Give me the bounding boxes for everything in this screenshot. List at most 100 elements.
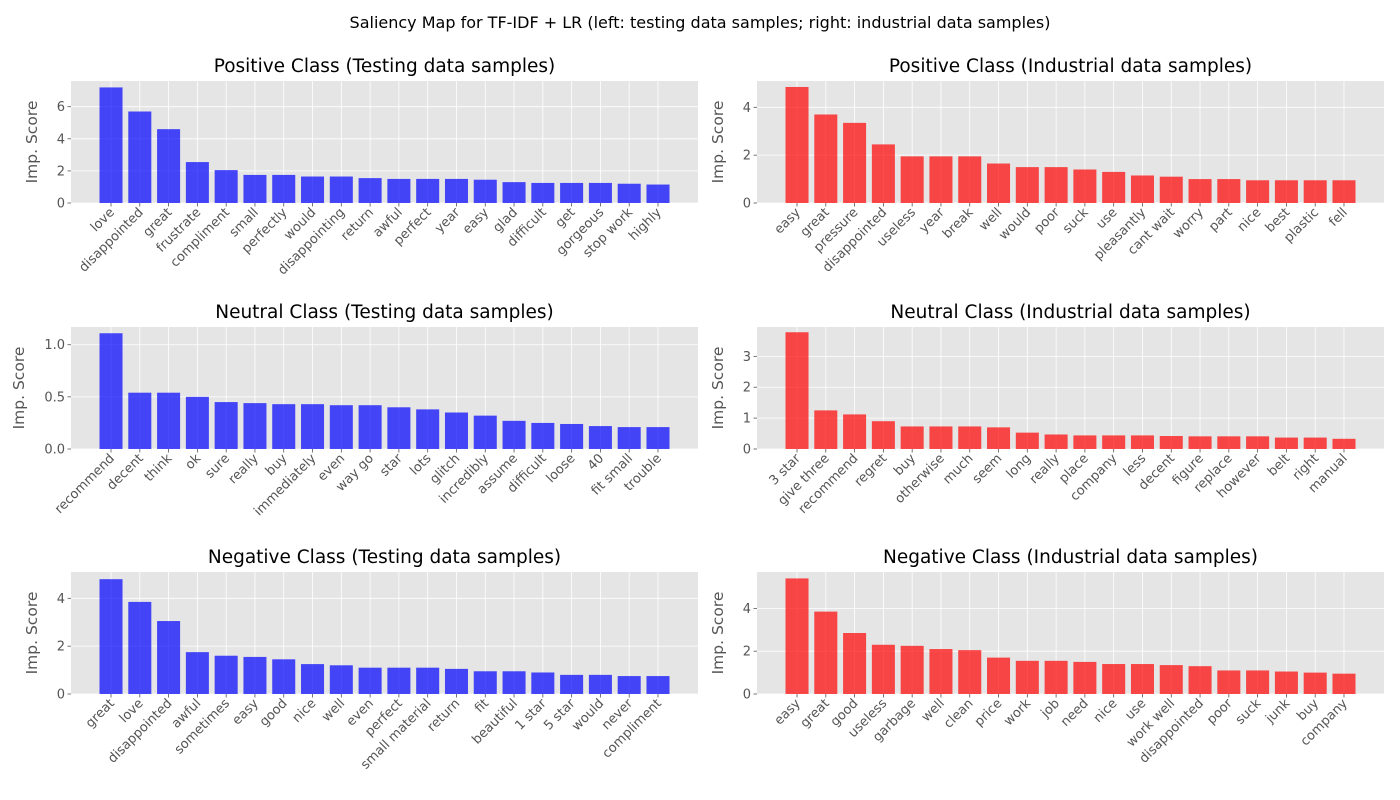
bar-star bbox=[387, 407, 411, 449]
bar-fell bbox=[1332, 180, 1356, 203]
x-tick-label: need bbox=[1058, 696, 1092, 730]
bar-great bbox=[157, 129, 181, 203]
chart-panel-2: 024easygreatpressuredisappointeduselessy… bbox=[709, 56, 1384, 275]
bar-disappointing bbox=[329, 176, 353, 203]
bar-difficult bbox=[531, 422, 555, 449]
x-tick-label: would bbox=[569, 696, 607, 734]
bar-assume bbox=[502, 420, 526, 449]
x-tick-label: ok bbox=[183, 451, 205, 473]
bar-glitch bbox=[444, 412, 468, 449]
bar-great bbox=[814, 114, 838, 203]
bar-plastic bbox=[1303, 180, 1327, 203]
y-tick-label: 1.0 bbox=[44, 338, 65, 353]
y-tick-label: 0 bbox=[743, 197, 751, 212]
x-tick-label: great bbox=[83, 696, 118, 731]
bar-worry bbox=[1188, 179, 1212, 203]
x-tick-label: great bbox=[798, 696, 833, 731]
x-tick-label: worry bbox=[1170, 205, 1207, 242]
y-tick-label: 4 bbox=[57, 132, 65, 147]
bar-great bbox=[99, 579, 123, 694]
bar-junk bbox=[1274, 671, 1298, 694]
x-tick-label: highly bbox=[626, 205, 665, 244]
bar-really bbox=[243, 403, 267, 449]
bar-even bbox=[358, 667, 382, 694]
x-tick-label: easy bbox=[230, 696, 262, 728]
chart-title: Positive Class (Testing data samples) bbox=[214, 56, 556, 77]
bar-would bbox=[588, 674, 612, 694]
bar-less bbox=[1130, 435, 1154, 449]
bar-small-material bbox=[416, 667, 440, 694]
bar-best bbox=[1274, 180, 1298, 203]
bar-really bbox=[1044, 434, 1068, 449]
bar-love bbox=[128, 601, 152, 694]
bar-difficult bbox=[531, 182, 555, 203]
figure-title: Saliency Map for TF-IDF + LR (left: test… bbox=[349, 13, 1051, 32]
y-tick-label: 0 bbox=[743, 688, 751, 703]
bar-long bbox=[1015, 432, 1039, 449]
chart-title: Negative Class (Testing data samples) bbox=[208, 547, 561, 568]
y-tick-label: 0.5 bbox=[44, 390, 65, 405]
bar-recommend bbox=[843, 414, 867, 449]
x-tick-label: seem bbox=[970, 451, 1006, 487]
bar-disappointed bbox=[871, 144, 895, 203]
x-tick-label: price bbox=[972, 696, 1005, 729]
x-tick-label: poor bbox=[1204, 696, 1236, 728]
bar-way-go bbox=[358, 405, 382, 449]
bar-love bbox=[99, 87, 123, 203]
bar-return bbox=[444, 668, 468, 694]
bar-however bbox=[1246, 436, 1270, 449]
bar-gorgeous bbox=[588, 182, 612, 203]
bar-poor bbox=[1217, 670, 1241, 694]
y-tick-label: 4 bbox=[57, 592, 65, 607]
bar-awful bbox=[185, 652, 209, 694]
bar-easy bbox=[785, 86, 809, 203]
y-tick-label: 0 bbox=[57, 197, 65, 212]
y-axis-label: Imp. Score bbox=[709, 101, 727, 184]
bar-1-star bbox=[531, 672, 555, 694]
bar-get bbox=[560, 182, 584, 203]
bar-perfect bbox=[416, 178, 440, 203]
bar-glad bbox=[502, 182, 526, 203]
bar-otherwise bbox=[929, 426, 953, 449]
x-tick-label: easy bbox=[772, 205, 804, 237]
bar-buy bbox=[900, 426, 924, 449]
bar-stop-work bbox=[617, 183, 641, 203]
bar-immediately bbox=[301, 404, 325, 449]
bar-well bbox=[987, 163, 1011, 203]
y-tick-label: 2 bbox=[743, 645, 751, 660]
bar-suck bbox=[1246, 670, 1270, 694]
bar-poor bbox=[1044, 167, 1068, 203]
bar-seem bbox=[987, 427, 1011, 449]
x-tick-label: poor bbox=[1031, 205, 1063, 237]
y-axis-label: Imp. Score bbox=[709, 347, 727, 430]
x-tick-label: really bbox=[1027, 451, 1063, 487]
bar-40 bbox=[588, 426, 612, 449]
bar-belt bbox=[1274, 437, 1298, 449]
y-tick-label: 2 bbox=[743, 381, 751, 396]
bar-lots bbox=[416, 409, 440, 449]
bar-pleasantly bbox=[1130, 175, 1154, 203]
x-tick-label: return bbox=[338, 205, 377, 244]
bar-easy bbox=[243, 656, 267, 694]
bar-great bbox=[814, 611, 838, 694]
y-axis-label: Imp. Score bbox=[23, 592, 41, 675]
bar-awful bbox=[387, 178, 411, 203]
x-tick-label: nice bbox=[1091, 696, 1121, 726]
bar-disappointed bbox=[128, 111, 152, 203]
bar-year bbox=[929, 156, 953, 203]
y-tick-label: 4 bbox=[743, 101, 751, 116]
y-tick-label: 2 bbox=[57, 640, 65, 655]
x-tick-label: think bbox=[142, 451, 176, 485]
y-tick-label: 2 bbox=[743, 149, 751, 164]
x-tick-label: nice bbox=[1235, 205, 1265, 235]
bar-frustrate bbox=[185, 162, 209, 203]
x-tick-label: 1 star bbox=[512, 696, 550, 734]
x-tick-label: star bbox=[377, 451, 406, 480]
y-tick-label: 1 bbox=[743, 412, 751, 427]
bar-need bbox=[1073, 661, 1097, 694]
bar-easy bbox=[785, 578, 809, 694]
x-tick-label: junk bbox=[1262, 696, 1293, 727]
